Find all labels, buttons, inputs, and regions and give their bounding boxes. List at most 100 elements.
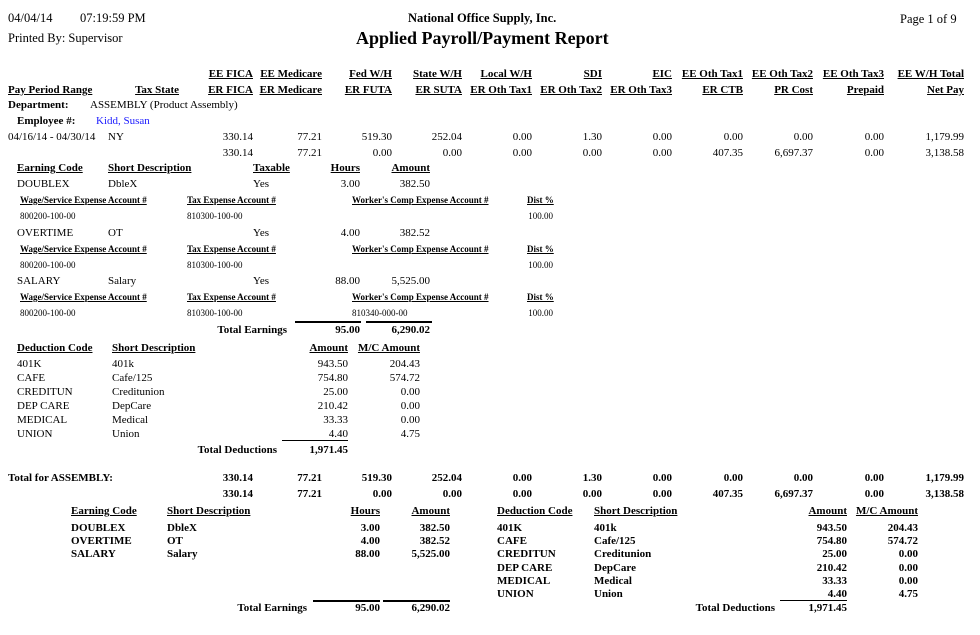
amount-cell: 0.00 bbox=[652, 131, 672, 143]
deduction-desc: Creditunion bbox=[112, 386, 165, 398]
earnings-header: Amount bbox=[391, 162, 430, 174]
column-header: EE Oth Tax2 bbox=[751, 68, 813, 80]
deduction-mc: 4.75 bbox=[400, 428, 420, 440]
deduction-code: DEP CARE bbox=[497, 561, 553, 574]
deduction-desc: Cafe/125 bbox=[112, 372, 153, 384]
earning-code: OVERTIME bbox=[17, 226, 74, 239]
account-header: Worker's Comp Expense Account # bbox=[352, 292, 489, 302]
earning-desc: OT bbox=[167, 535, 183, 547]
deduction-code: CAFE bbox=[497, 535, 527, 548]
amount-cell: 0.00 bbox=[512, 488, 532, 500]
earning-hours: 4.00 bbox=[340, 226, 360, 239]
deduction-mc: 4.75 bbox=[898, 588, 918, 600]
earning-code: DOUBLEX bbox=[17, 178, 70, 190]
amount-cell: 0.00 bbox=[723, 131, 743, 143]
column-header: ER CTB bbox=[702, 84, 743, 96]
earning-amount: 5,525.00 bbox=[391, 275, 431, 287]
column-header: EE Oth Tax3 bbox=[822, 68, 884, 80]
deduction-amount: 25.00 bbox=[323, 386, 348, 398]
column-header: ER Oth Tax1 bbox=[470, 84, 532, 96]
deduction-mc: 204.43 bbox=[887, 522, 918, 534]
total-rule bbox=[295, 321, 361, 323]
amount-cell: 0.00 bbox=[793, 131, 813, 143]
deduction-desc: Union bbox=[594, 588, 623, 600]
amount-cell: 1,179.99 bbox=[925, 472, 965, 484]
deduction-desc: Union bbox=[112, 428, 140, 440]
total-hours: 95.00 bbox=[335, 324, 360, 336]
amount-cell: 77.21 bbox=[297, 488, 322, 500]
earning-code: SALARY bbox=[17, 275, 61, 287]
deduction-amount: 25.00 bbox=[822, 548, 847, 561]
deduction-code: CAFE bbox=[17, 372, 46, 384]
total-rule bbox=[383, 600, 450, 602]
earning-amount: 382.50 bbox=[419, 522, 450, 534]
total-earnings-label: Total Earnings bbox=[237, 602, 307, 614]
account-header: Worker's Comp Expense Account # bbox=[352, 243, 489, 254]
column-header: State W/H bbox=[413, 68, 462, 80]
column-header: Tax State bbox=[135, 84, 179, 96]
tax-account: 810300-100-00 bbox=[187, 211, 243, 221]
summary-earnings-header: Amount bbox=[411, 505, 450, 517]
deduction-mc: 574.72 bbox=[389, 372, 420, 384]
deduction-mc: 0.00 bbox=[898, 574, 918, 587]
total-deductions-label: Total Deductions bbox=[695, 602, 775, 614]
account-header: Tax Expense Account # bbox=[187, 292, 276, 302]
deduction-mc: 204.43 bbox=[389, 358, 420, 370]
amount-cell: 330.14 bbox=[222, 488, 253, 500]
summary-deductions-header: M/C Amount bbox=[855, 505, 918, 517]
amount-cell: 77.21 bbox=[297, 131, 322, 143]
deduction-desc: DepCare bbox=[594, 561, 636, 574]
deduction-desc: Creditunion bbox=[594, 548, 652, 561]
account-header: Dist % bbox=[527, 292, 554, 302]
deduction-mc: 0.00 bbox=[898, 561, 918, 574]
column-header: EE Medicare bbox=[260, 68, 322, 80]
amount-cell: 330.14 bbox=[222, 131, 253, 143]
wage-account: 800200-100-00 bbox=[20, 308, 76, 318]
column-header: Prepaid bbox=[846, 84, 884, 96]
tax-state: NY bbox=[108, 131, 124, 143]
amount-cell: 519.30 bbox=[361, 131, 392, 143]
amount-cell: 3,138.58 bbox=[925, 147, 965, 159]
department-value: ASSEMBLY (Product Assembly) bbox=[90, 99, 238, 111]
earning-hours: 88.00 bbox=[355, 548, 380, 560]
amount-cell: 77.21 bbox=[297, 147, 322, 159]
account-header: Tax Expense Account # bbox=[187, 195, 276, 205]
earning-desc: DbleX bbox=[108, 178, 138, 190]
account-header: Worker's Comp Expense Account # bbox=[352, 195, 489, 205]
column-header: ER FUTA bbox=[344, 84, 392, 96]
earnings-header: Earning Code bbox=[17, 162, 83, 174]
column-header: Fed W/H bbox=[349, 68, 392, 80]
amount-cell: 3,138.58 bbox=[925, 488, 965, 500]
deduction-amount: 4.40 bbox=[328, 428, 348, 440]
amount-cell: 0.00 bbox=[372, 488, 392, 500]
column-header: EIC bbox=[652, 68, 672, 80]
column-header: Net Pay bbox=[927, 84, 964, 96]
earning-desc: DbleX bbox=[167, 522, 197, 534]
deduction-desc: 401k bbox=[594, 522, 617, 534]
deduction-amount: 33.33 bbox=[323, 414, 348, 426]
total-deductions: 1,971.45 bbox=[309, 444, 349, 456]
amount-cell: 407.35 bbox=[712, 488, 743, 500]
earning-hours: 3.00 bbox=[340, 178, 360, 190]
total-rule bbox=[282, 440, 348, 441]
amount-cell: 0.00 bbox=[864, 147, 884, 159]
total-rule bbox=[780, 600, 847, 601]
deduction-code: CREDITUN bbox=[17, 386, 73, 398]
amount-cell: 0.00 bbox=[652, 472, 672, 484]
amount-cell: 0.00 bbox=[793, 472, 813, 484]
earning-desc: OT bbox=[108, 226, 123, 239]
amount-cell: 1.30 bbox=[582, 472, 602, 484]
pay-period: 04/16/14 - 04/30/14 bbox=[8, 131, 96, 143]
amount-cell: 77.21 bbox=[297, 472, 322, 484]
deductions-header: Amount bbox=[309, 342, 348, 354]
column-header: ER FICA bbox=[208, 84, 253, 96]
employee-label: Employee #: bbox=[17, 115, 76, 127]
deduction-mc: 0.00 bbox=[898, 548, 918, 561]
column-header: Local W/H bbox=[480, 68, 532, 80]
amount-cell: 0.00 bbox=[582, 147, 602, 159]
deduction-code: 401K bbox=[497, 522, 523, 534]
deduction-code: DEP CARE bbox=[17, 400, 70, 412]
deductions-header: Deduction Code bbox=[17, 342, 93, 354]
amount-cell: 0.00 bbox=[652, 147, 672, 159]
printed-by: Printed By: Supervisor bbox=[8, 31, 123, 45]
